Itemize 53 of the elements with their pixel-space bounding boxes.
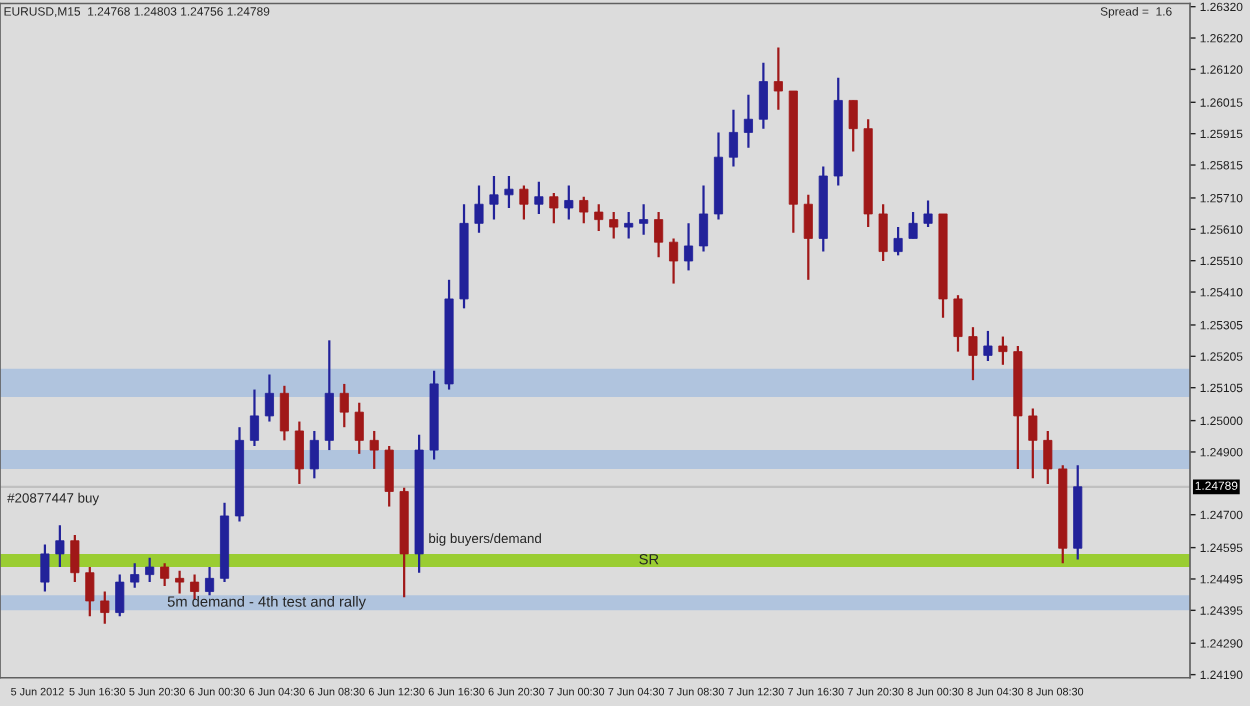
candlestick (743, 93, 753, 149)
candlestick (579, 195, 589, 225)
candlestick (279, 384, 289, 442)
candlestick (40, 543, 50, 593)
candlestick (998, 335, 1008, 366)
candlestick (594, 203, 604, 232)
candlestick (384, 444, 394, 508)
candlestick (534, 180, 544, 216)
candlestick (564, 184, 574, 221)
candlestick (654, 210, 664, 259)
candlestick (923, 199, 933, 229)
candlestick (953, 294, 963, 353)
candlestick (893, 226, 903, 257)
candlestick (100, 590, 110, 625)
candlestick (175, 569, 185, 595)
candlestick (130, 562, 140, 589)
candlestick (504, 174, 514, 210)
candlestick (85, 565, 95, 618)
candlestick (369, 429, 379, 471)
candlestick (684, 222, 694, 272)
candlestick (1028, 407, 1038, 480)
candlestick (205, 565, 215, 597)
candlestick (669, 237, 679, 285)
candlestick (878, 203, 888, 263)
candlestick (294, 420, 304, 486)
candlestick (519, 184, 529, 221)
candlestick (968, 326, 978, 382)
candlestick (489, 174, 499, 221)
candlestick (908, 210, 918, 240)
candlestick (1043, 429, 1053, 486)
candlestick (249, 388, 259, 448)
candlestick (160, 562, 170, 587)
candlestick (639, 203, 649, 236)
candlestick (55, 524, 65, 569)
candlestick (339, 382, 349, 429)
candlestick (728, 108, 738, 168)
candlestick (698, 184, 709, 253)
candlestick (145, 556, 155, 584)
candlestick (354, 401, 364, 455)
candlestick (264, 373, 274, 423)
candlestick (309, 429, 319, 480)
candlestick (115, 573, 125, 618)
candlestick (474, 184, 484, 234)
candlestick (758, 61, 768, 130)
candlestick (549, 191, 559, 225)
candlestick (624, 210, 634, 240)
candlestick (609, 210, 619, 240)
candlestick (324, 339, 334, 452)
candlestick (983, 329, 993, 363)
candlestick (70, 533, 80, 584)
candlestick (773, 46, 783, 111)
candlestick (848, 99, 858, 153)
candlestick (803, 193, 813, 281)
